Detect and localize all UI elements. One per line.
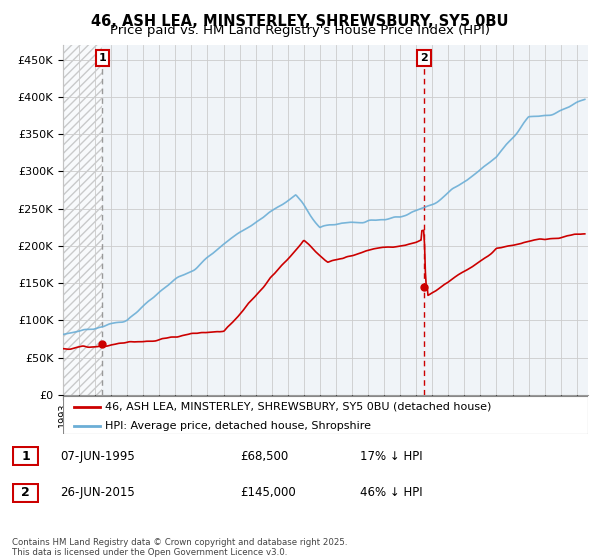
Text: 1: 1 (98, 53, 106, 63)
Text: Contains HM Land Registry data © Crown copyright and database right 2025.
This d: Contains HM Land Registry data © Crown c… (12, 538, 347, 557)
Text: 26-JUN-2015: 26-JUN-2015 (60, 486, 135, 500)
Text: 46, ASH LEA, MINSTERLEY, SHREWSBURY, SY5 0BU: 46, ASH LEA, MINSTERLEY, SHREWSBURY, SY5… (91, 14, 509, 29)
Bar (63, 45, 102, 395)
Text: 2: 2 (420, 53, 428, 63)
Text: HPI: Average price, detached house, Shropshire: HPI: Average price, detached house, Shro… (105, 421, 371, 431)
Text: 2: 2 (21, 486, 30, 500)
Text: Price paid vs. HM Land Registry's House Price Index (HPI): Price paid vs. HM Land Registry's House … (110, 24, 490, 36)
Text: 1: 1 (21, 450, 30, 463)
Text: 17% ↓ HPI: 17% ↓ HPI (360, 450, 422, 463)
Text: 46, ASH LEA, MINSTERLEY, SHREWSBURY, SY5 0BU (detached house): 46, ASH LEA, MINSTERLEY, SHREWSBURY, SY5… (105, 402, 491, 412)
Text: £68,500: £68,500 (240, 450, 288, 463)
Text: £145,000: £145,000 (240, 486, 296, 500)
Text: 07-JUN-1995: 07-JUN-1995 (60, 450, 135, 463)
Text: 46% ↓ HPI: 46% ↓ HPI (360, 486, 422, 500)
